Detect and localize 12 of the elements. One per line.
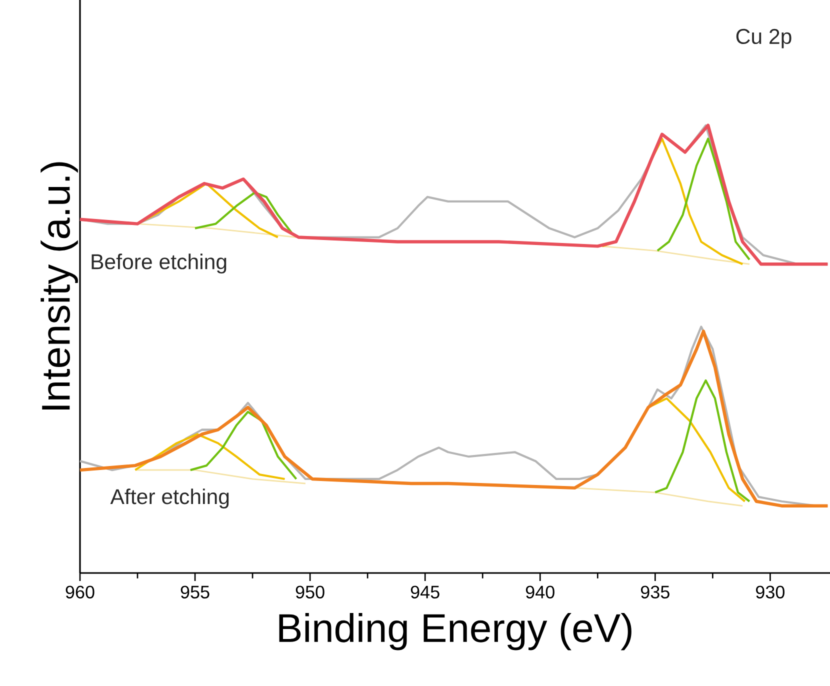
- y-axis-title: Intensity (a.u.): [40, 162, 78, 410]
- x-tick-label: 940: [526, 586, 554, 598]
- x-tick-label: 945: [410, 586, 440, 598]
- x-tick-label: 955: [180, 586, 210, 598]
- x-tick-label: 930: [756, 586, 784, 598]
- x-tick-label: 950: [296, 586, 324, 598]
- x-tick-label: 960: [66, 586, 94, 598]
- x-tick-label: 935: [640, 586, 670, 598]
- annotation: Before etching: [92, 254, 226, 274]
- text: Cu 2p: [736, 28, 792, 48]
- annotation: After etching: [110, 488, 229, 508]
- x-axis-title: Binding Energy (eV): [279, 612, 632, 650]
